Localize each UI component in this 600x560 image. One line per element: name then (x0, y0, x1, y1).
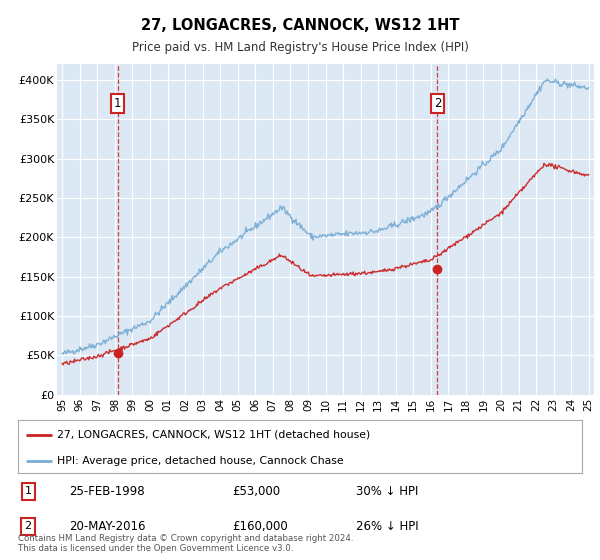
Text: 26% ↓ HPI: 26% ↓ HPI (356, 520, 419, 533)
Text: £53,000: £53,000 (232, 485, 280, 498)
Text: 20-MAY-2016: 20-MAY-2016 (69, 520, 145, 533)
Text: 1: 1 (25, 487, 32, 496)
Text: £160,000: £160,000 (232, 520, 288, 533)
Text: 27, LONGACRES, CANNOCK, WS12 1HT: 27, LONGACRES, CANNOCK, WS12 1HT (141, 18, 459, 32)
Text: HPI: Average price, detached house, Cannock Chase: HPI: Average price, detached house, Cann… (58, 456, 344, 466)
Text: 30% ↓ HPI: 30% ↓ HPI (356, 485, 419, 498)
Text: Price paid vs. HM Land Registry's House Price Index (HPI): Price paid vs. HM Land Registry's House … (131, 41, 469, 54)
Text: Contains HM Land Registry data © Crown copyright and database right 2024.
This d: Contains HM Land Registry data © Crown c… (18, 534, 353, 553)
Text: 25-FEB-1998: 25-FEB-1998 (69, 485, 145, 498)
Text: 1: 1 (114, 97, 121, 110)
Text: 2: 2 (25, 521, 32, 531)
Text: 27, LONGACRES, CANNOCK, WS12 1HT (detached house): 27, LONGACRES, CANNOCK, WS12 1HT (detach… (58, 430, 371, 440)
Text: 2: 2 (434, 97, 441, 110)
